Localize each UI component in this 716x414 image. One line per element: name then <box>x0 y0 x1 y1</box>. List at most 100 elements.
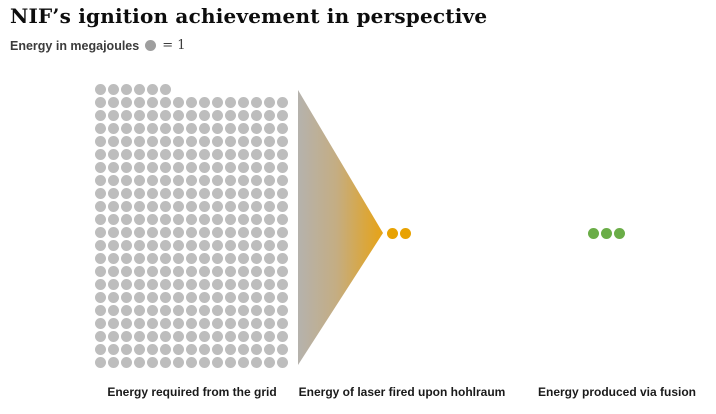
unit-dot <box>238 266 249 277</box>
unit-dot <box>147 110 158 121</box>
grid-dot-cell <box>212 331 225 344</box>
unit-dot <box>251 331 262 342</box>
unit-dot <box>108 123 119 134</box>
grid-dot-cell <box>134 357 147 370</box>
unit-dot <box>147 162 158 173</box>
grid-dot-cell <box>277 97 290 110</box>
grid-dot-cell <box>225 227 238 240</box>
unit-dot <box>134 292 145 303</box>
grid-dot-cell <box>186 175 199 188</box>
grid-dot-cell <box>108 227 121 240</box>
unit-dot <box>108 175 119 186</box>
grid-dot-cell <box>238 149 251 162</box>
grid-dot-cell <box>238 357 251 370</box>
grid-dot-cell <box>225 188 238 201</box>
grid-dot-cell <box>108 214 121 227</box>
unit-dot <box>134 214 145 225</box>
laser-energy-dot-group <box>387 228 411 239</box>
grid-dot-cell <box>95 305 108 318</box>
unit-dot <box>264 331 275 342</box>
unit-dot <box>173 344 184 355</box>
unit-dot <box>147 292 158 303</box>
unit-dot <box>225 292 236 303</box>
grid-dot-cell <box>264 188 277 201</box>
unit-dot <box>160 175 171 186</box>
grid-dot-cell <box>134 240 147 253</box>
grid-dot-cell <box>277 279 290 292</box>
unit-dot <box>121 331 132 342</box>
grid-dot-cell <box>238 253 251 266</box>
grid-dot-cell <box>186 266 199 279</box>
grid-dot-cell <box>212 110 225 123</box>
unit-dot <box>277 136 288 147</box>
unit-dot <box>251 227 262 238</box>
grid-dot-cell <box>108 149 121 162</box>
grid-dot-cell <box>199 253 212 266</box>
grid-dot-cell <box>147 149 160 162</box>
unit-dot <box>121 162 132 173</box>
unit-dot <box>264 305 275 316</box>
grid-dot-cell <box>186 253 199 266</box>
grid-dot-cell <box>264 201 277 214</box>
unit-dot <box>251 162 262 173</box>
unit-dot <box>95 305 106 316</box>
unit-dot <box>147 175 158 186</box>
grid-dot-cell <box>147 162 160 175</box>
unit-dot <box>134 227 145 238</box>
grid-dot-cell <box>212 357 225 370</box>
unit-dot <box>173 253 184 264</box>
unit-dot <box>134 149 145 160</box>
grid-dot-cell <box>108 110 121 123</box>
grid-dot-cell <box>108 123 121 136</box>
unit-dot <box>264 344 275 355</box>
empty-cell <box>251 84 264 97</box>
grid-dot-cell <box>212 97 225 110</box>
grid-dot-cell <box>108 97 121 110</box>
grid-dot-cell <box>238 175 251 188</box>
grid-dot-cell <box>277 318 290 331</box>
grid-dot-cell <box>251 305 264 318</box>
grid-dot-cell <box>95 344 108 357</box>
grid-dot-cell <box>186 357 199 370</box>
unit-dot <box>134 344 145 355</box>
grid-dot-cell <box>173 136 186 149</box>
unit-dot <box>147 201 158 212</box>
unit-dot <box>277 227 288 238</box>
unit-dot <box>108 240 119 251</box>
grid-dot-cell <box>199 136 212 149</box>
unit-dot <box>108 292 119 303</box>
unit-dot <box>277 149 288 160</box>
grid-dot-cell <box>95 149 108 162</box>
unit-dot <box>186 201 197 212</box>
unit-dot <box>277 240 288 251</box>
unit-dot <box>121 136 132 147</box>
unit-dot <box>95 240 106 251</box>
grid-dot-cell <box>199 175 212 188</box>
grid-dot-cell <box>251 253 264 266</box>
unit-dot <box>186 292 197 303</box>
grid-dot-cell <box>173 97 186 110</box>
grid-dot-cell <box>186 188 199 201</box>
unit-dot <box>212 331 223 342</box>
unit-dot <box>160 84 171 95</box>
grid-dot-cell <box>160 331 173 344</box>
grid-dot-cell <box>160 123 173 136</box>
grid-dot-cell <box>95 240 108 253</box>
unit-dot <box>186 240 197 251</box>
unit-dot <box>251 175 262 186</box>
grid-dot-cell <box>277 136 290 149</box>
unit-dot <box>95 149 106 160</box>
unit-dot <box>160 305 171 316</box>
unit-dot <box>160 97 171 108</box>
grid-dot-cell <box>212 123 225 136</box>
unit-dot <box>173 175 184 186</box>
unit-dot <box>264 292 275 303</box>
unit-dot <box>264 279 275 290</box>
unit-dot <box>134 175 145 186</box>
grid-dot-cell <box>238 201 251 214</box>
unit-dot <box>225 162 236 173</box>
grid-dot-cell <box>173 149 186 162</box>
grid-dot-cell <box>277 149 290 162</box>
unit-dot <box>160 123 171 134</box>
unit-dot <box>186 110 197 121</box>
